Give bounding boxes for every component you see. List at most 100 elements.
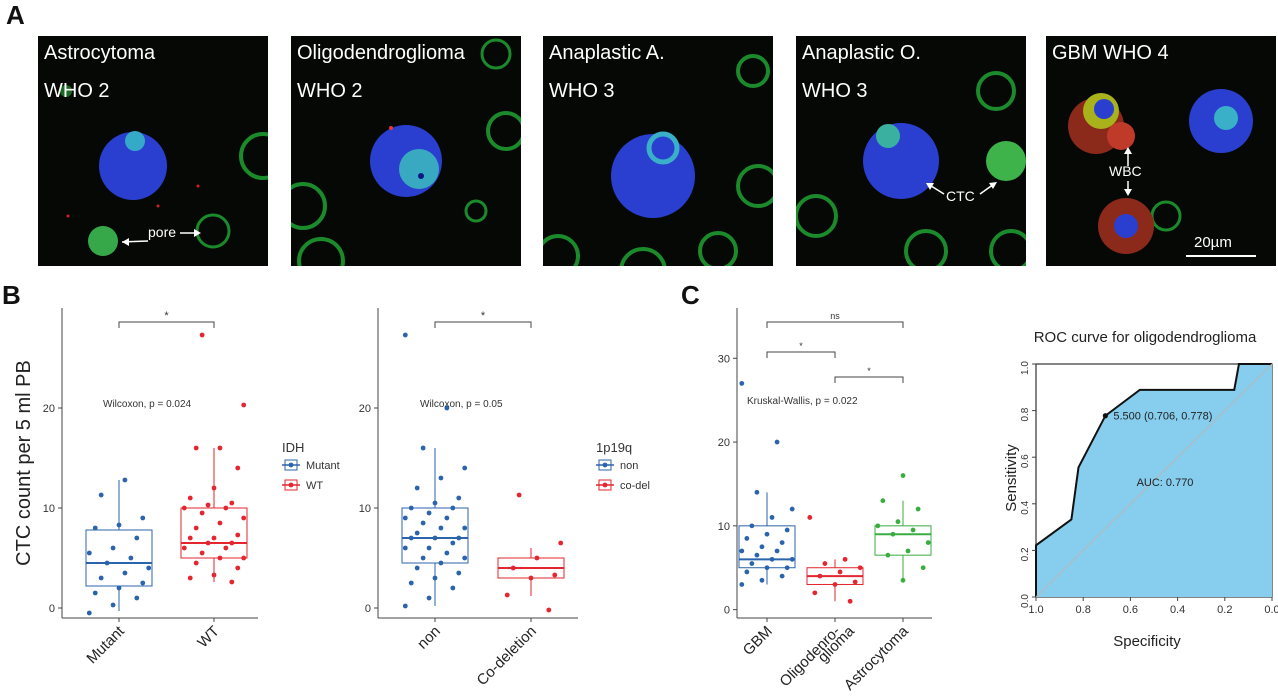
data-point: [414, 565, 420, 571]
x-tick-label: 0.2: [1217, 604, 1232, 616]
y-tick-label: 10: [359, 503, 371, 515]
data-point: [779, 540, 785, 545]
legend-entry: non: [620, 460, 638, 472]
who-grade-label: WHO 2: [297, 80, 363, 102]
legend-box: [598, 479, 612, 491]
data-point: [241, 402, 247, 408]
micrograph-image: [60, 85, 268, 256]
data-point: [134, 595, 140, 601]
box-iqr: [85, 529, 153, 587]
data-point: [925, 540, 931, 545]
data-point: [122, 570, 128, 576]
data-point: [510, 565, 516, 571]
data-point: [211, 535, 217, 541]
data-point: [408, 535, 414, 541]
data-point: [739, 582, 745, 587]
x-tick-label: 0.4: [1170, 604, 1185, 616]
data-point: [229, 500, 235, 506]
legend-dot: [288, 462, 294, 468]
y-tick-label: 0.8: [1020, 407, 1031, 421]
category-label: GBM: [740, 623, 776, 659]
data-point: [402, 545, 408, 551]
data-point: [880, 498, 886, 504]
tumor-type-label: Anaplastic O.: [802, 42, 921, 64]
significance-bracket: [766, 351, 836, 358]
data-point: [116, 585, 122, 591]
data-point: [199, 550, 205, 556]
ctc-annotation: CTC: [946, 188, 975, 204]
box-iqr: [401, 507, 469, 564]
tumor-type-label: GBM WHO 4: [1052, 42, 1169, 64]
stat-test-label: Wilcoxon, p = 0.05: [420, 399, 503, 410]
legend-dot: [602, 462, 608, 468]
micrograph-image: [1068, 89, 1256, 257]
data-point: [229, 579, 235, 585]
y-tick-label: 0.6: [1020, 454, 1031, 468]
data-point: [920, 565, 926, 571]
roc-threshold-label: 5.500 (0.706, 0.778): [1113, 411, 1212, 423]
tumor-type-label: Anaplastic A.: [549, 42, 665, 64]
data-point: [408, 580, 414, 586]
data-point: [199, 332, 205, 338]
significance-bracket: [118, 321, 215, 328]
data-point: [739, 548, 745, 554]
data-point: [552, 572, 558, 578]
data-point: [187, 495, 193, 501]
tumor-type-label: Astrocytoma: [44, 42, 156, 64]
data-point: [905, 548, 911, 554]
legend-title: IDH: [282, 440, 304, 455]
data-point: [438, 525, 444, 531]
data-point: [759, 577, 765, 583]
data-point: [444, 405, 450, 411]
data-point: [779, 573, 785, 579]
data-point: [235, 532, 241, 538]
data-point: [140, 515, 146, 521]
data-point: [462, 465, 468, 471]
category-label: Co-deletion: [474, 623, 540, 689]
data-point: [842, 556, 848, 562]
data-point: [450, 585, 456, 591]
data-point: [769, 556, 775, 562]
wbc-annotation: WBC: [1109, 163, 1142, 179]
legend-box: [284, 479, 298, 491]
y-axis-label: CTC count per 5 ml PB: [13, 360, 35, 566]
data-point: [241, 555, 247, 561]
who-grade-label: WHO 2: [44, 80, 110, 102]
legend-entry: Mutant: [306, 460, 340, 472]
x-tick-label: 1.0: [1028, 604, 1043, 616]
micrograph-oligodendroglioma: Oligodendroglioma WHO 2: [291, 36, 521, 266]
x-tick-label: 0.8: [1076, 604, 1091, 616]
data-point: [450, 505, 456, 511]
data-point: [895, 519, 901, 525]
data-point: [558, 540, 564, 546]
data-point: [187, 535, 193, 541]
panel-label-c: C: [681, 280, 700, 310]
micrograph-image: [291, 38, 521, 266]
micrograph-image: [543, 54, 773, 266]
data-point: [414, 530, 420, 536]
data-point: [789, 506, 795, 512]
data-point: [92, 590, 98, 596]
data-point: [86, 550, 92, 556]
data-point: [847, 598, 853, 604]
data-point: [546, 607, 552, 613]
data-point: [837, 569, 843, 575]
legend-entry: co-del: [620, 480, 650, 492]
data-point: [900, 577, 906, 583]
data-point: [456, 570, 462, 576]
data-point: [915, 506, 921, 512]
data-point: [812, 590, 818, 596]
category-label: Mutant: [83, 622, 128, 667]
category-label: non: [414, 623, 444, 653]
panel-label-b: B: [2, 280, 21, 310]
roc-auc-label: AUC: 0.770: [1137, 477, 1194, 489]
data-point: [822, 561, 828, 566]
data-point: [98, 575, 104, 581]
data-point: [217, 520, 223, 526]
data-point: [235, 565, 241, 571]
data-point: [534, 555, 540, 561]
data-point: [420, 445, 426, 451]
data-point: [402, 332, 408, 338]
category-label: WT: [194, 623, 223, 652]
data-point: [110, 602, 116, 608]
